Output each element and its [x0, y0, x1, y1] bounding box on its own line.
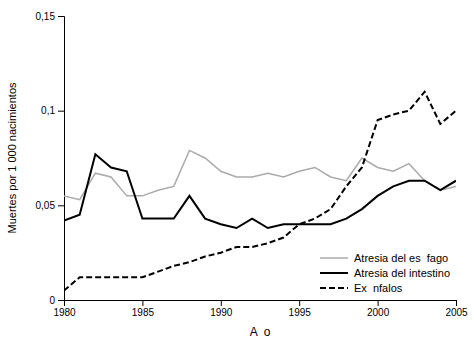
x-tick-label: 1985	[132, 307, 155, 318]
x-tick-label: 2000	[367, 307, 390, 318]
y-tick-mark	[58, 300, 64, 301]
series-line	[64, 150, 456, 199]
chart: 1980 1985 1990 1995 2000 2005 0 0,05 0,1 0,15 A o M…	[0, 0, 474, 344]
x-tick-label: 2005	[445, 307, 468, 318]
series-line	[64, 154, 456, 228]
y-tick-mark	[58, 111, 64, 112]
x-axis-line	[65, 301, 457, 307]
x-tick-mark	[378, 300, 379, 306]
y-tick: 0,05	[36, 200, 64, 211]
legend: Atresia del es fago Atresia del intestino…	[320, 252, 450, 294]
legend-item: Atresia del intestino	[320, 267, 450, 279]
legend-swatch	[320, 257, 348, 259]
plot-area	[64, 92, 456, 291]
x-tick-mark	[456, 300, 457, 306]
y-tick-label: 0,05	[36, 200, 56, 211]
x-tick: 1995	[289, 300, 312, 318]
y-axis-line	[58, 17, 65, 301]
y-tick-label: 0,15	[36, 11, 56, 22]
legend-item: Atresia del es fago	[320, 252, 448, 264]
y-axis-title: Muertes por 1 000 nacimientos	[6, 82, 18, 234]
series-line	[64, 92, 456, 291]
y-tick-label: 0,1	[41, 105, 55, 116]
legend-label: Atresia del es fago	[354, 252, 448, 264]
x-tick: 1990	[210, 300, 233, 318]
x-tick-label: 1995	[289, 307, 312, 318]
legend-swatch	[320, 287, 348, 289]
x-tick-mark	[221, 300, 222, 306]
x-tick: 2000	[367, 300, 390, 318]
x-tick: 1985	[132, 300, 155, 318]
x-tick: 1980	[53, 300, 76, 318]
legend-item: Ex nfalos	[320, 282, 403, 294]
x-tick-label: 1980	[53, 307, 76, 318]
x-tick-label: 1990	[210, 307, 233, 318]
x-tick-mark	[299, 300, 300, 306]
y-axis: 0 0,05 0,1 0,15	[36, 11, 65, 306]
legend-label: Atresia del intestino	[354, 267, 450, 279]
y-tick: 0,1	[41, 105, 64, 116]
y-tick: 0	[49, 295, 64, 306]
x-tick-mark	[142, 300, 143, 306]
y-tick-mark	[58, 16, 64, 17]
y-tick-label: 0	[49, 295, 55, 306]
x-axis-title: A o	[250, 325, 271, 339]
y-tick: 0,15	[36, 11, 64, 22]
background	[0, 0, 474, 344]
legend-label: Ex nfalos	[354, 282, 403, 294]
y-tick-mark	[58, 205, 64, 206]
x-axis: 1980 1985 1990 1995 2000 2005	[53, 300, 468, 318]
x-tick: 2005	[445, 300, 468, 318]
legend-swatch	[320, 272, 348, 274]
